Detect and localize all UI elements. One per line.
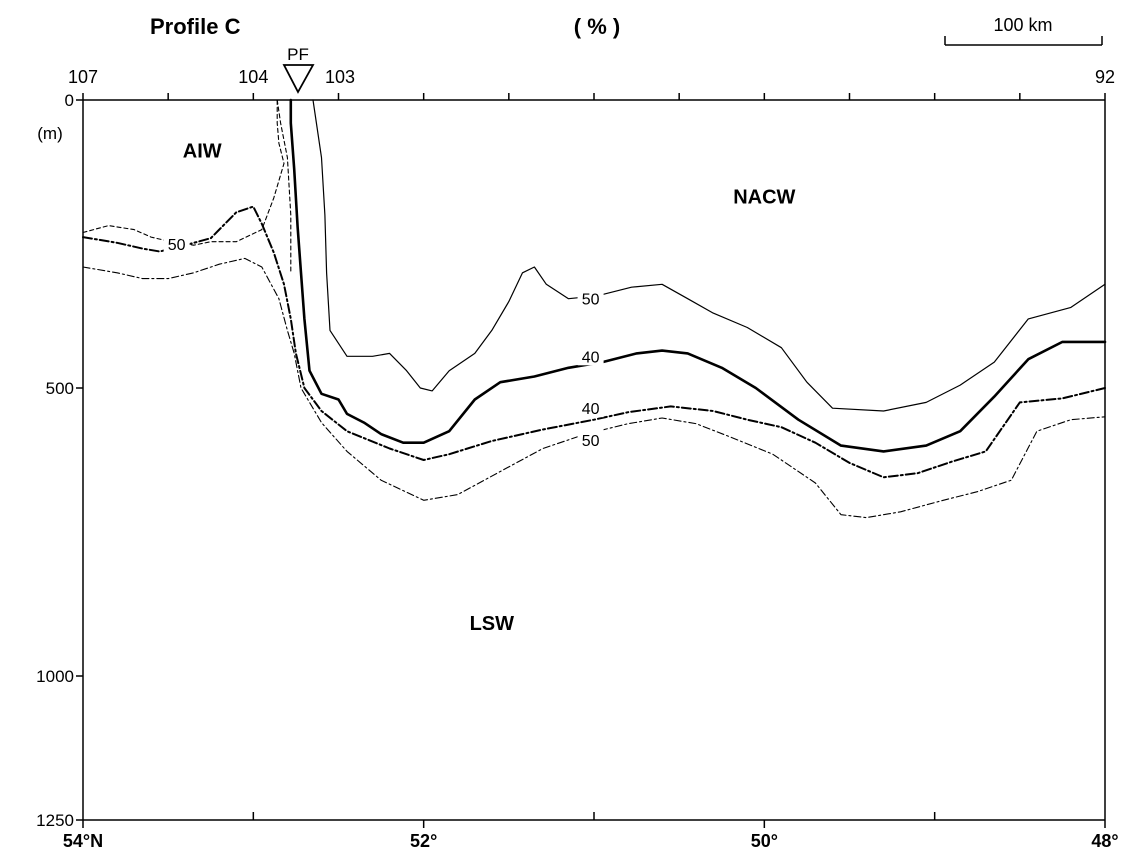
x-tick-label: 54°N [63,831,103,851]
water-mass-label: AIW [183,141,222,163]
y-axis-unit: (m) [37,124,62,143]
x-tick-label: 48° [1091,831,1118,851]
contour-line-5 [276,99,292,274]
water-mass-label: LSW [470,613,515,635]
contour-label: 40 [582,349,600,366]
station-label: 104 [238,67,268,87]
contour-label-bg [163,233,190,253]
front-triangle-icon [282,64,315,94]
chart-unit: ( % ) [574,14,620,39]
y-tick-label: 500 [46,379,74,398]
front-marker: PF [282,45,315,94]
axes: 107 104 103 92 0 500 1000 1250 (m) 54°N 52° 50° 48° [36,67,1118,851]
contour-line-3 [289,98,1107,453]
y-tick-label: 1000 [36,667,74,686]
x-tick-label: 50° [751,831,778,851]
station-label: 103 [325,67,355,87]
x-tick-label: 52° [410,831,437,851]
contour-line-2 [82,257,1106,519]
chart-title: Profile C [150,14,241,39]
station-label: 92 [1095,67,1115,87]
contour-label: 50 [582,433,600,450]
front-label: PF [287,45,309,64]
contour-line-1 [82,205,1106,479]
y-tick-label: 1250 [36,811,74,830]
station-label: 107 [68,67,98,87]
contour-label-bg [577,345,604,366]
y-tick-label: 0 [65,91,74,110]
contours [82,98,1107,519]
water-mass-label: NACW [733,187,795,209]
contour-label: 50 [582,292,600,309]
contour-line-4 [312,99,1106,412]
scale-bar-label: 100 km [993,15,1052,35]
contour-line-0 [82,99,285,246]
labels: 50 40 50 50 40 AIW NACW LSW [163,141,796,635]
contour-label-bg [577,397,604,418]
contour-label: 50 [168,237,186,254]
contour-label-bg [577,428,604,449]
contour-label-bg [577,287,604,308]
contour-label: 40 [582,401,600,418]
scale-bar: 100 km [944,15,1103,46]
